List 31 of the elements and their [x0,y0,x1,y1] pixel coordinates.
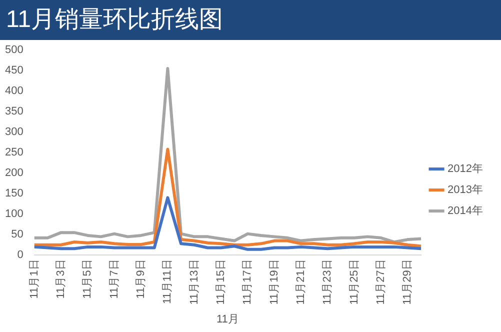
x-tick-label: 11月5日 [82,259,94,299]
x-tick-label: 11月9日 [135,259,148,299]
x-tick-label: 11月29日 [402,259,414,305]
y-tick-label: 400 [4,85,24,98]
y-tick-label: 0 [17,249,24,262]
y-tick-label: 300 [4,126,24,138]
x-tick-label: 11月17日 [242,259,254,305]
x-tick-label: 11月15日 [215,259,228,305]
x-tick-label: 11月21日 [295,259,308,305]
y-tick-label: 250 [4,146,24,159]
x-tick-label: 11月3日 [55,259,68,299]
x-tick-label: 11月25日 [348,259,360,305]
chart-title: 11月销量环比折线图 [0,0,501,40]
y-tick-label: 350 [4,106,24,118]
x-tick-label: 11月13日 [188,259,200,305]
x-tick-label: 11月19日 [268,259,280,305]
x-tick-label: 11月1日 [28,259,40,299]
y-tick-label: 200 [4,167,24,180]
legend-label: 2013年 [448,184,484,196]
y-tick-label: 150 [4,188,24,200]
y-tick-label: 100 [4,208,24,220]
legend-label: 2012年 [448,163,484,176]
x-tick-label: 11月23日 [322,259,334,305]
y-tick-label: 500 [4,44,24,56]
x-tick-label: 11月27日 [375,259,388,305]
x-tick-label: 11月11日 [162,259,174,304]
legend-label: 2014年 [448,205,484,218]
x-tick-label: 11月7日 [108,259,120,299]
y-tick-label: 450 [4,64,24,77]
x-axis-title: 11月 [216,313,239,326]
y-tick-label: 50 [11,228,24,241]
